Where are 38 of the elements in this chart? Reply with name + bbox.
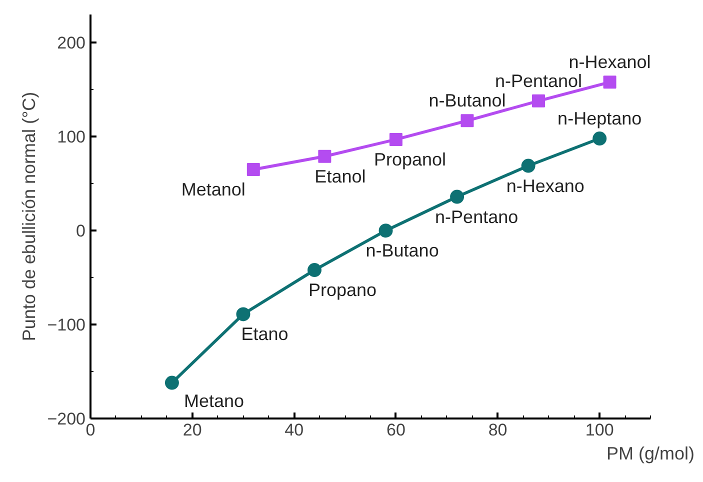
annotation: Etanol bbox=[314, 166, 366, 186]
annotation: n-Pentano bbox=[435, 206, 518, 227]
point bbox=[532, 94, 545, 108]
annotation: Propano bbox=[308, 280, 377, 300]
annotation: Propanol bbox=[374, 149, 446, 170]
point bbox=[521, 158, 536, 173]
annotation: Metanol bbox=[181, 180, 246, 200]
x-tick-label: 100 bbox=[585, 420, 614, 440]
annotation: n-Butanol bbox=[428, 90, 506, 111]
y-tick-label: −100 bbox=[47, 316, 86, 335]
point bbox=[460, 114, 474, 128]
point bbox=[450, 190, 464, 204]
point bbox=[318, 150, 332, 163]
point bbox=[378, 224, 393, 238]
x-tick-label: 20 bbox=[182, 420, 202, 440]
y-tick-label: −200 bbox=[47, 410, 86, 428]
point bbox=[164, 376, 179, 390]
y-tick-label: 0 bbox=[76, 222, 86, 241]
y-tick-label: 100 bbox=[57, 128, 86, 147]
annotation: Etano bbox=[241, 324, 288, 344]
annotation: n-Hexano bbox=[506, 176, 584, 196]
point bbox=[592, 132, 607, 146]
x-tick-label: 60 bbox=[386, 420, 406, 440]
annotation: n-Hexanol bbox=[568, 52, 651, 72]
point bbox=[308, 263, 322, 278]
point bbox=[236, 307, 250, 322]
y-tick-label: 200 bbox=[57, 34, 86, 53]
annotation: n-Pentanol bbox=[494, 70, 582, 91]
point bbox=[246, 163, 260, 176]
annotation: Metano bbox=[184, 390, 244, 411]
point bbox=[603, 76, 616, 89]
annotation: n-Butano bbox=[366, 240, 439, 261]
x-tick-label: 40 bbox=[284, 420, 304, 440]
x-axis-title: PM (g/mol) bbox=[606, 444, 695, 464]
x-tick-label: 80 bbox=[488, 420, 508, 440]
point bbox=[389, 132, 402, 146]
annotation: n-Heptano bbox=[558, 108, 642, 129]
y-axis-title: Punto de ebullición normal (°C) bbox=[19, 92, 40, 342]
